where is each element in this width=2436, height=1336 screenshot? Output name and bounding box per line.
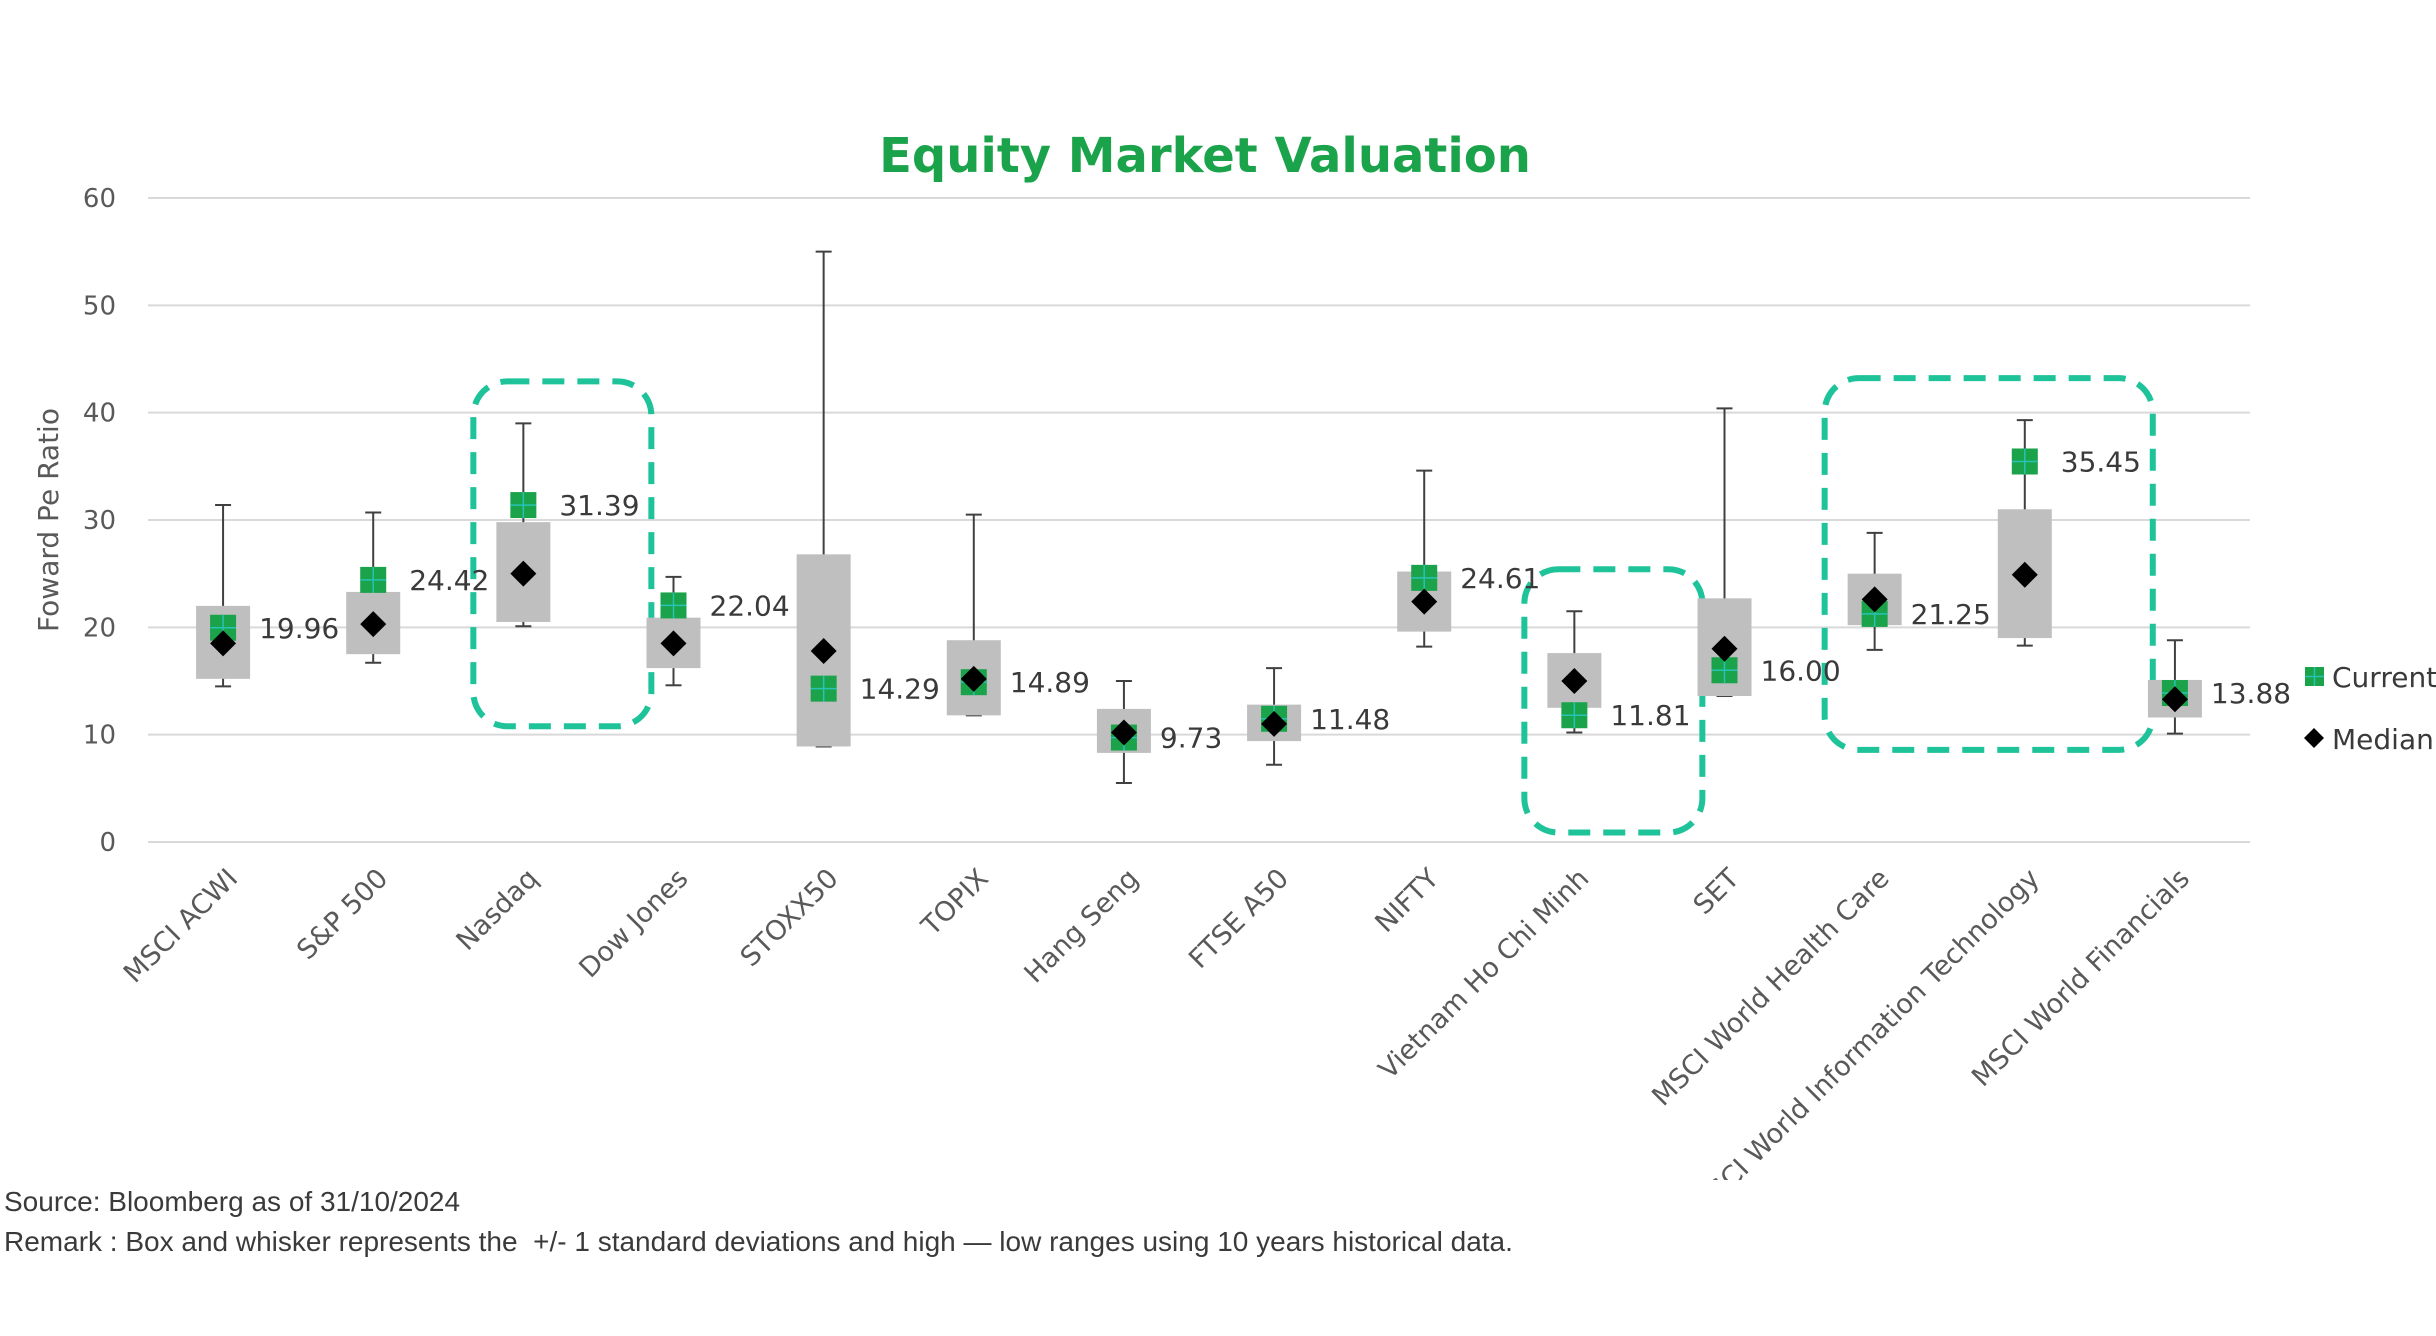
y-tick-label-10: 10: [83, 721, 116, 751]
data-label-msci-world-financials: 13.88: [2211, 677, 2291, 710]
legend-item-median: Median: [2304, 723, 2434, 756]
y-tick-label-0: 0: [99, 828, 116, 858]
median-marker-msci-world-health-care: [1861, 586, 1888, 613]
x-tick-label-ftse-a50: FTSE A50: [1183, 863, 1295, 975]
x-tick-label-topix: TOPIX: [915, 863, 995, 943]
legend-current-label: Current: [2332, 661, 2436, 694]
median-marker-msci-acwi: [210, 630, 237, 657]
box-group-s-p-500: 24.42: [346, 511, 489, 664]
x-tick-label-msci-acwi: MSCI ACWI: [118, 863, 244, 989]
median-marker-dow-jones: [660, 630, 687, 657]
x-tick-label-stoxx50: STOXX50: [735, 863, 845, 973]
median-marker-s-p-500: [360, 611, 387, 638]
legend-item-current: Current: [2305, 661, 2436, 694]
data-label-msci-acwi: 19.96: [259, 612, 339, 645]
median-marker-set: [1711, 635, 1738, 662]
y-axis-label: Foward Pe Ratio: [32, 408, 65, 632]
y-tick-label-30: 30: [83, 506, 116, 536]
highlight-frames: [470, 375, 2156, 836]
median-marker-msci-world-financials: [2161, 686, 2188, 713]
x-tick-label-msci-world-health-care: MSCI World Health Care: [1646, 863, 1895, 1112]
x-tick-label-hang-seng: Hang Seng: [1019, 863, 1145, 989]
data-label-topix: 14.89: [1010, 666, 1090, 699]
box-group-msci-world-information-technology: 35.45: [1997, 419, 2141, 647]
median-marker-stoxx50: [810, 637, 837, 664]
median-marker-msci-world-information-technology: [2011, 561, 2038, 588]
box-group-set: 16.00: [1697, 407, 1841, 698]
data-label-dow-jones: 22.04: [710, 589, 790, 622]
highlight-frame-1: [470, 378, 655, 730]
y-tick-label-60: 60: [83, 184, 116, 214]
median-marker-vietnam-ho-chi-minh: [1561, 668, 1588, 694]
source-note: Source: Bloomberg as of 31/10/2024: [4, 1186, 461, 1217]
box-group-nifty: 24.61: [1397, 469, 1540, 648]
x-tick-label-set: SET: [1688, 863, 1746, 921]
box-group-ftse-a50: 11.48: [1247, 667, 1390, 766]
legend-median-swatch: [2304, 728, 2324, 748]
data-label-nasdaq: 31.39: [559, 489, 639, 522]
y-tick-label-20: 20: [83, 613, 116, 643]
data-label-s-p-500: 24.42: [409, 564, 489, 597]
median-marker-hang-seng: [1110, 719, 1137, 746]
data-label-ftse-a50: 11.48: [1310, 703, 1390, 736]
x-tick-label-s-p-500: S&P 500: [291, 863, 394, 966]
data-label-nifty: 24.61: [1460, 562, 1540, 595]
box-group-msci-world-financials: 13.88: [2147, 639, 2291, 735]
y-tick-label-50: 50: [83, 291, 116, 321]
data-label-set: 16.00: [1761, 654, 1841, 687]
median-marker-nifty: [1411, 588, 1438, 615]
data-label-msci-world-health-care: 21.25: [1911, 598, 1991, 631]
box-group-dow-jones: 22.04: [646, 575, 790, 687]
chart-title: Equity Market Valuation: [879, 128, 1531, 184]
data-label-hang-seng: 9.73: [1160, 722, 1222, 755]
box-group-msci-acwi: 19.96: [196, 503, 339, 688]
x-axis-ticks: MSCI ACWI S&P 500 Nasdaq Dow Jones STOXX50 TO…: [118, 863, 2196, 1180]
data-label-msci-world-information-technology: 35.45: [2061, 446, 2141, 479]
data-label-vietnam-ho-chi-minh: 11.81: [1610, 699, 1690, 732]
box-group-stoxx50: 14.29: [796, 250, 940, 748]
legend-median-label: Median: [2332, 723, 2434, 756]
box-group-topix: 14.89: [946, 513, 1090, 717]
data-label-stoxx50: 14.29: [860, 673, 940, 706]
equity-valuation-chart: Equity Market Valuation Foward Pe Ratio …: [32, 128, 2436, 1180]
box-group-msci-world-health-care: 21.25: [1847, 531, 1991, 651]
median-marker-topix: [960, 665, 987, 692]
box-group-hang-seng: 9.73: [1096, 680, 1222, 784]
remark-note: Remark : Box and whisker represents the …: [4, 1226, 1513, 1257]
box-plot-series: 19.96 24.42 31.39 22.04 14.29 14.89 9.73 11.48 2…: [196, 250, 2291, 784]
x-tick-label-nifty: NIFTY: [1369, 863, 1445, 939]
median-marker-nasdaq: [510, 560, 537, 587]
highlight-frame-2: [1521, 566, 1706, 836]
highlight-frame-3: [1821, 375, 2156, 753]
gridlines: [148, 197, 2250, 843]
legend: Current Median: [2304, 661, 2436, 756]
box-group-vietnam-ho-chi-minh: 11.81: [1547, 610, 1691, 734]
y-tick-label-40: 40: [83, 399, 116, 429]
box-group-nasdaq: 31.39: [496, 422, 640, 628]
x-tick-label-dow-jones: Dow Jones: [573, 863, 694, 984]
y-axis-ticks: 0 10 20 30 40 50 60: [83, 184, 116, 858]
x-tick-label-nasdaq: Nasdaq: [451, 863, 545, 957]
median-marker-ftse-a50: [1261, 710, 1288, 737]
